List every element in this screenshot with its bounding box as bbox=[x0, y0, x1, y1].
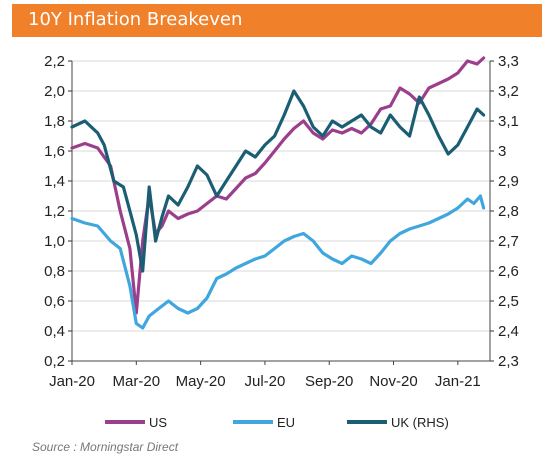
y-right-tick-label: 3,1 bbox=[498, 113, 519, 130]
y-left-tick-label: 1,8 bbox=[44, 113, 65, 130]
y-right-tick-label: 2,3 bbox=[498, 353, 519, 370]
title-bar: 10Y Inflation Breakeven bbox=[12, 4, 542, 37]
x-tick-label: Jan-20 bbox=[49, 373, 95, 390]
y-right-tick-label: 3 bbox=[498, 143, 506, 160]
y-right-tick-label: 2,4 bbox=[498, 323, 519, 340]
series-line-us bbox=[70, 56, 486, 315]
y-left-tick-label: 0,8 bbox=[44, 263, 65, 280]
x-tick-label: Nov-20 bbox=[369, 373, 417, 390]
legend-label-us: US bbox=[149, 415, 167, 430]
y-left-tick-label: 1,2 bbox=[44, 203, 65, 220]
y-right-tick-label: 3,2 bbox=[498, 83, 519, 100]
series-line-eu bbox=[70, 194, 486, 330]
y-left-tick-label: 1,0 bbox=[44, 233, 65, 250]
y-right-tick-label: 2,5 bbox=[498, 293, 519, 310]
y-left-tick-label: 0,2 bbox=[44, 353, 65, 370]
y-right-tick-label: 2,8 bbox=[498, 203, 519, 220]
y-right-tick-label: 2,7 bbox=[498, 233, 519, 250]
x-tick-label: Mar-20 bbox=[113, 373, 161, 390]
y-right-tick-label: 2,9 bbox=[498, 173, 519, 190]
y-left-tick-label: 2,0 bbox=[44, 83, 65, 100]
x-tick-label: May-20 bbox=[176, 373, 226, 390]
y-left-tick-label: 1,4 bbox=[44, 173, 65, 190]
series-line-uk-rhs bbox=[70, 89, 486, 273]
y-left-tick-label: 0,4 bbox=[44, 323, 65, 340]
y-right-tick-label: 3,3 bbox=[498, 53, 519, 70]
x-tick-label: Jul-20 bbox=[244, 373, 285, 390]
y-left-tick-label: 0,6 bbox=[44, 293, 65, 310]
y-left-tick-label: 1,6 bbox=[44, 143, 65, 160]
source-note: Source : Morningstar Direct bbox=[32, 440, 179, 454]
legend-label-uk-rhs: UK (RHS) bbox=[391, 415, 449, 430]
chart-title: 10Y Inflation Breakeven bbox=[28, 9, 243, 30]
y-left-tick-label: 2,2 bbox=[44, 53, 65, 70]
x-tick-label: Jan-21 bbox=[435, 373, 481, 390]
legend-label-eu: EU bbox=[277, 415, 295, 430]
x-tick-label: Sep-20 bbox=[305, 373, 353, 390]
y-right-tick-label: 2,6 bbox=[498, 263, 519, 280]
